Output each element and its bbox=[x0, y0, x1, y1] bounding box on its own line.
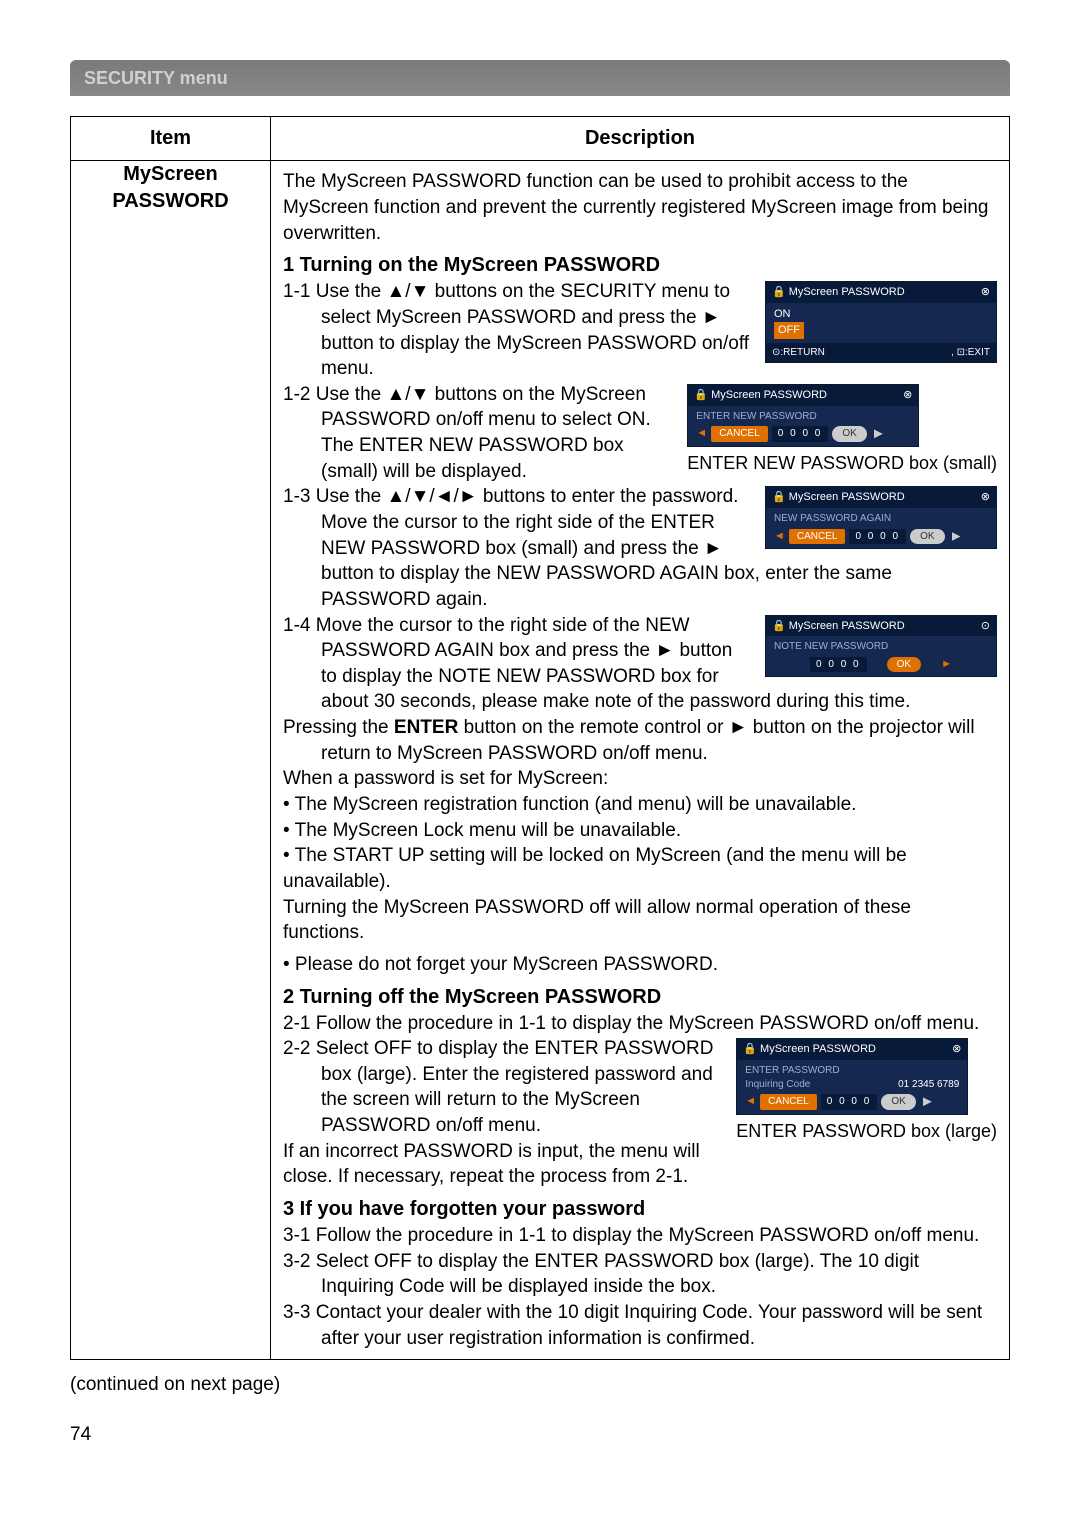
bullet-3: • The START UP setting will be locked on… bbox=[283, 843, 997, 894]
continued-note: (continued on next page) bbox=[70, 1372, 1010, 1398]
security-table: Item Description MyScreen PASSWORD The M… bbox=[70, 116, 1010, 1360]
step-2-1: 2-1 Follow the procedure in 1-1 to displ… bbox=[283, 1011, 997, 1037]
osd-off-selected: OFF bbox=[774, 322, 804, 339]
osd-note-label: NOTE NEW PASSWORD bbox=[774, 640, 988, 654]
osd-title-3: MyScreen PASSWORD bbox=[789, 491, 905, 503]
sec1-heading: 1 Turning on the MyScreen PASSWORD bbox=[283, 252, 997, 279]
osd-enter-large-box: 🔒 MyScreen PASSWORD ⊗ ENTER PASSWORD Inqu… bbox=[736, 1038, 997, 1143]
right-arrow-icon bbox=[874, 429, 883, 438]
lock-icon: 🔒 bbox=[772, 286, 786, 298]
osd-inq-label: Inquiring Code bbox=[745, 1078, 810, 1092]
osd-on: ON bbox=[774, 307, 988, 322]
osd-cancel-btn: CANCEL bbox=[760, 1094, 817, 1110]
osd-again-box: 🔒 MyScreen PASSWORD⊗ NEW PASSWORD AGAIN … bbox=[765, 486, 997, 553]
osd-digits: 0 0 0 0 bbox=[821, 1094, 878, 1110]
lock-icon: 🔒 bbox=[772, 620, 786, 632]
right-arrow-icon bbox=[952, 532, 961, 541]
col-item-header: Item bbox=[71, 117, 271, 161]
caption-enter-new: ENTER NEW PASSWORD box (small) bbox=[687, 451, 997, 475]
turning-off-note: Turning the MyScreen PASSWORD off will a… bbox=[283, 895, 997, 946]
close-icon: ⊗ bbox=[903, 388, 912, 403]
left-arrow-icon: ◄ bbox=[696, 426, 707, 441]
osd-ok-btn: OK bbox=[881, 1094, 915, 1110]
osd-ok-orange-btn: OK bbox=[887, 657, 921, 673]
step-1-5: Pressing the ENTER button on the remote … bbox=[283, 715, 997, 766]
sec2-tail: If an incorrect PASSWORD is input, the m… bbox=[283, 1139, 997, 1190]
osd-inq-code: 01 2345 6789 bbox=[898, 1078, 959, 1092]
bullet-1: • The MyScreen registration function (an… bbox=[283, 792, 997, 818]
osd-digits: 0 0 0 0 bbox=[810, 657, 867, 673]
p15b: ENTER bbox=[394, 717, 458, 738]
osd-note-box: 🔒 MyScreen PASSWORD ⊙ NOTE NEW PASSWORD 0… bbox=[765, 615, 997, 682]
item-label-line1: MyScreen bbox=[71, 161, 270, 188]
bullet-2: • The MyScreen Lock menu will be unavail… bbox=[283, 818, 997, 844]
osd-title-4: MyScreen PASSWORD bbox=[789, 620, 905, 632]
osd-onoff-box: 🔒 MyScreen PASSWORD ⊗ ON OFF ⊙:RETURN , ⊡:… bbox=[765, 281, 997, 367]
caption-enter-large: ENTER PASSWORD box (large) bbox=[736, 1119, 997, 1143]
osd-digits: 0 0 0 0 bbox=[772, 426, 829, 442]
close-icon: ⊗ bbox=[981, 285, 990, 300]
col-desc-header: Description bbox=[271, 117, 1010, 161]
lock-icon: 🔒 bbox=[772, 491, 786, 503]
osd-enter-pw-label: ENTER PASSWORD bbox=[745, 1064, 959, 1078]
p15a: Pressing the bbox=[283, 717, 394, 738]
intro-text: The MyScreen PASSWORD function can be us… bbox=[283, 169, 997, 246]
right-arrow-icon bbox=[923, 1097, 932, 1106]
left-arrow-icon: ◄ bbox=[774, 529, 785, 544]
osd-enter-new-label: ENTER NEW PASSWORD bbox=[696, 410, 910, 424]
osd-ok-btn: OK bbox=[910, 529, 944, 545]
osd-title-1: MyScreen PASSWORD bbox=[789, 286, 905, 298]
when-password-set: When a password is set for MyScreen: bbox=[283, 766, 997, 792]
sec2-heading: 2 Turning off the MyScreen PASSWORD bbox=[283, 984, 997, 1011]
lock-icon: 🔒 bbox=[743, 1043, 757, 1055]
osd-title-5: MyScreen PASSWORD bbox=[760, 1043, 876, 1055]
step-3-3: 3-3 Contact your dealer with the 10 digi… bbox=[283, 1300, 997, 1351]
item-label-line2: PASSWORD bbox=[71, 188, 270, 215]
play-icon: ⊙ bbox=[981, 619, 990, 634]
description-cell: The MyScreen PASSWORD function can be us… bbox=[271, 161, 1010, 1360]
osd-enter-new-box: 🔒 MyScreen PASSWORD ⊗ ENTER NEW PASSWORD … bbox=[687, 384, 997, 475]
osd-cancel-btn: CANCEL bbox=[711, 426, 768, 442]
close-icon: ⊗ bbox=[952, 1042, 961, 1057]
step-3-1: 3-1 Follow the procedure in 1-1 to displ… bbox=[283, 1223, 997, 1249]
lock-icon: 🔒 bbox=[694, 389, 708, 401]
osd-exit: , ⊡:EXIT bbox=[951, 346, 990, 360]
item-cell: MyScreen PASSWORD bbox=[71, 161, 271, 1360]
osd-ok-btn: OK bbox=[832, 426, 866, 442]
osd-title-2: MyScreen PASSWORD bbox=[711, 389, 827, 401]
osd-again-label: NEW PASSWORD AGAIN bbox=[774, 512, 988, 526]
osd-digits: 0 0 0 0 bbox=[849, 529, 906, 545]
osd-return: ⊙:RETURN bbox=[772, 346, 825, 360]
page-number: 74 bbox=[70, 1422, 1010, 1448]
page-header: SECURITY menu bbox=[70, 60, 1010, 96]
warning-note: • Please do not forget your MyScreen PAS… bbox=[283, 952, 997, 978]
left-arrow-icon: ◄ bbox=[745, 1094, 756, 1109]
osd-cancel-btn: CANCEL bbox=[789, 529, 846, 545]
sec3-heading: 3 If you have forgotten your password bbox=[283, 1196, 997, 1223]
right-arrow-icon: ► bbox=[941, 657, 952, 672]
close-icon: ⊗ bbox=[981, 490, 990, 505]
step-3-2: 3-2 Select OFF to display the ENTER PASS… bbox=[283, 1249, 997, 1300]
